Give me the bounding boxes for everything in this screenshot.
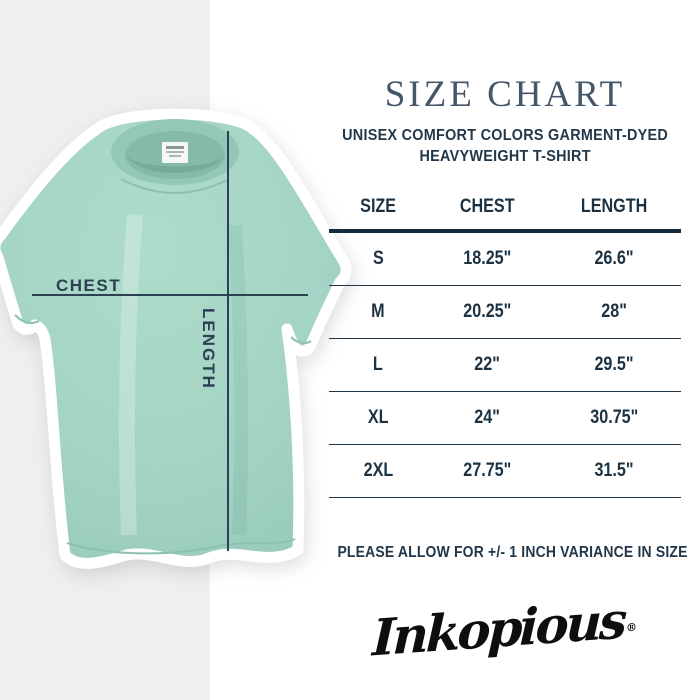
table-row-xl-chest: 24" bbox=[427, 392, 548, 445]
chest-measure-line bbox=[32, 294, 308, 296]
length-measure-line bbox=[227, 131, 229, 551]
table-row-m-chest: 20.25" bbox=[427, 286, 548, 339]
table-row-l-chest: 22" bbox=[427, 339, 548, 392]
chest-measure-label: CHEST bbox=[56, 276, 122, 295]
tshirt-body bbox=[0, 108, 352, 569]
column-header-length: LENGTH bbox=[547, 185, 681, 233]
table-row-s-length: 26.6" bbox=[547, 233, 681, 286]
variance-note: PLEASE ALLOW FOR +/- 1 INCH VARIANCE IN … bbox=[337, 543, 688, 561]
table-row-xl-length: 30.75" bbox=[547, 392, 681, 445]
table-row-xl-size: XL bbox=[329, 392, 428, 445]
column-header-chest: CHEST bbox=[427, 185, 548, 233]
table-row-2xl-length: 31.5" bbox=[547, 445, 681, 498]
comfort-colors-neck-tag bbox=[162, 142, 188, 163]
table-row-l-length: 29.5" bbox=[547, 339, 681, 392]
size-chart-subtitle: UNISEX COMFORT COLORS GARMENT-DYED HEAVY… bbox=[318, 125, 692, 167]
size-chart-panel: SIZE CHART UNISEX COMFORT COLORS GARMENT… bbox=[318, 74, 692, 674]
page-title: SIZE CHART bbox=[384, 74, 626, 115]
registered-trademark-symbol: ® bbox=[625, 621, 638, 635]
table-row-m-length: 28" bbox=[547, 286, 681, 339]
subtitle-line-1: UNISEX COMFORT COLORS GARMENT-DYED bbox=[342, 126, 668, 144]
table-row-l-size: L bbox=[329, 339, 428, 392]
size-table: SIZE CHEST LENGTH S 18.25" 26.6" M 20.25… bbox=[329, 185, 681, 498]
brand-logo-text: Inkopious bbox=[371, 590, 626, 668]
table-row-m-size: M bbox=[329, 286, 428, 339]
tshirt-photo bbox=[0, 108, 352, 569]
table-row-s-size: S bbox=[329, 233, 428, 286]
brand-logo: Inkopious® bbox=[318, 584, 692, 674]
subtitle-line-2: HEAVYWEIGHT T-SHIRT bbox=[419, 147, 591, 165]
column-header-size: SIZE bbox=[329, 185, 428, 233]
table-row-s-chest: 18.25" bbox=[427, 233, 548, 286]
length-measure-label: LENGTH bbox=[199, 308, 218, 390]
table-row-2xl-chest: 27.75" bbox=[427, 445, 548, 498]
table-row-2xl-size: 2XL bbox=[329, 445, 428, 498]
